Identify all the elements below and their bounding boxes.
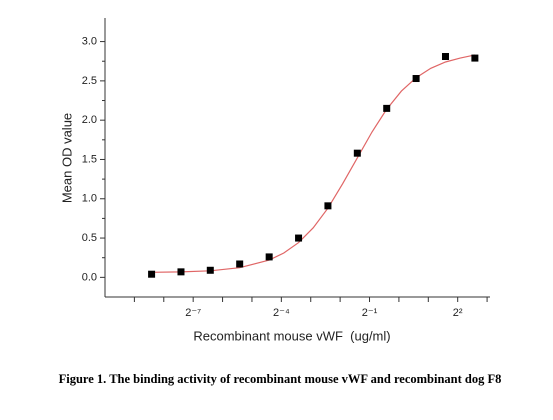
y-axis-label: Mean OD value [59,113,74,203]
x-tick-label: 2⁻¹ [362,307,378,319]
data-point [383,104,391,112]
x-tick-label: 2⁻⁷ [185,307,201,319]
y-tick-label: 2.0 [82,114,97,126]
y-tick-label: 3.0 [82,35,97,47]
y-tick-label: 0.0 [82,271,97,283]
data-point [471,54,479,62]
data-point [441,53,449,61]
y-tick-label: 1.5 [82,153,97,165]
data-point [236,260,244,268]
y-tick-label: 1.0 [82,193,97,205]
y-tick-label: 2.5 [82,75,97,87]
x-axis-label: Recombinant mouse vWF (ug/ml) [193,328,390,343]
y-tick-label: 0.5 [82,232,97,244]
data-point [265,253,273,261]
caption: Figure 1. The binding activity of recomb… [59,372,502,386]
data-point [324,202,332,210]
data-point [148,270,156,278]
data-point [177,268,185,276]
data-point [353,149,361,157]
data-point [412,75,420,83]
data-point [295,234,303,242]
x-tick-label: 2² [453,307,463,319]
fit-curve [151,54,476,273]
x-tick-label: 2⁻⁴ [273,307,290,319]
data-point [206,266,214,274]
